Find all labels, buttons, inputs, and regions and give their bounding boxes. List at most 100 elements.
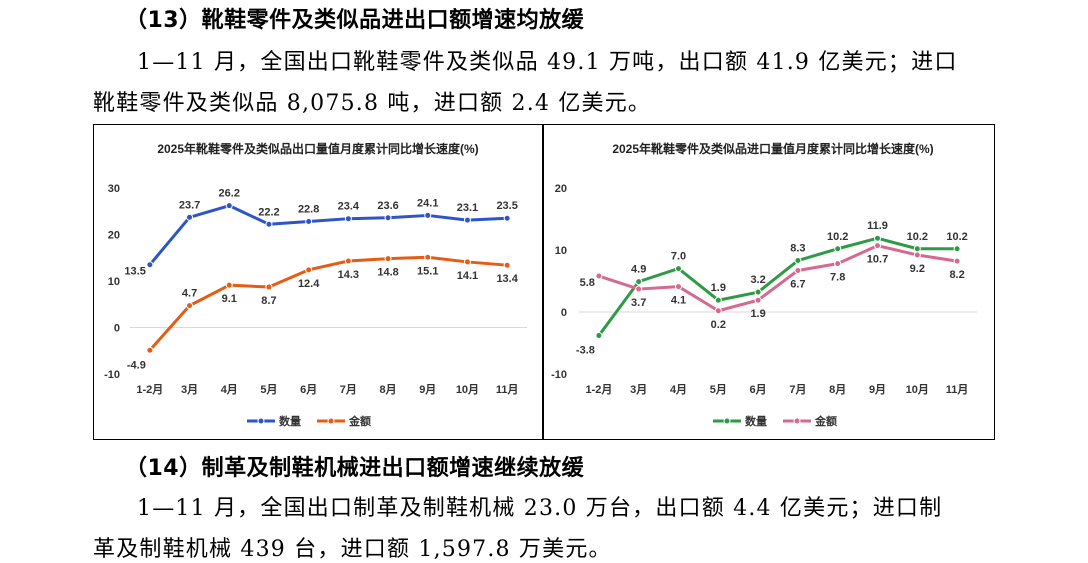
legend-label-quantity: 数量 bbox=[745, 414, 767, 428]
data-point-quantity bbox=[754, 288, 762, 296]
x-tick-label: 9月 bbox=[419, 383, 436, 396]
x-tick-label: 7月 bbox=[340, 383, 357, 396]
data-label-amount: 8.7 bbox=[261, 295, 276, 307]
charts-divider bbox=[542, 124, 544, 440]
series-line-amount bbox=[598, 244, 958, 313]
section-13-paragraph-line-1: 1—11 月，全国出口靴鞋零件及类似品 49.1 万吨，出口额 41.9 亿美元… bbox=[137, 50, 958, 75]
data-label-quantity: 23.4 bbox=[338, 201, 360, 213]
data-point-quantity bbox=[675, 265, 682, 273]
data-point-amount bbox=[595, 272, 603, 280]
x-tick-label: 11月 bbox=[946, 383, 969, 396]
data-label-amount: 14.8 bbox=[377, 267, 398, 279]
legend-label-amount: 金额 bbox=[348, 414, 371, 428]
data-point-quantity bbox=[794, 257, 802, 265]
y-tick-label: 10 bbox=[555, 245, 567, 257]
x-tick-label: 6月 bbox=[300, 383, 317, 396]
y-tick-label: 20 bbox=[108, 230, 120, 242]
data-label-amount: 9.2 bbox=[910, 263, 925, 275]
y-tick-label: 30 bbox=[108, 183, 120, 195]
data-point-quantity bbox=[635, 278, 643, 286]
data-point-amount bbox=[146, 346, 154, 354]
section-13-heading: （13）靴鞋零件及类似品进出口额增速均放缓 bbox=[125, 8, 585, 33]
y-tick-label: 0 bbox=[561, 307, 567, 319]
legend-marker-amount bbox=[793, 417, 801, 425]
x-tick-label: 5月 bbox=[260, 383, 277, 396]
legend-label-quantity: 数量 bbox=[279, 414, 301, 428]
section-14-paragraph-line-2: 革及制鞋机械 439 台，进口额 1,597.8 万美元。 bbox=[93, 537, 612, 562]
data-label-quantity: 11.9 bbox=[867, 220, 888, 232]
data-label-amount: 6.7 bbox=[790, 278, 805, 290]
chart-title: 2025年靴鞋零件及类似品出口量值月度累计同比增长速度(%) bbox=[157, 141, 478, 156]
y-tick-label: 10 bbox=[108, 276, 120, 288]
legend-marker-quantity bbox=[257, 417, 265, 425]
section-13-paragraph-line-2: 靴鞋零件及类似品 8,075.8 吨，进口额 2.4 亿美元。 bbox=[93, 91, 652, 116]
data-point-amount bbox=[635, 285, 643, 293]
data-point-quantity bbox=[146, 261, 154, 269]
data-label-amount: 0.2 bbox=[711, 319, 726, 331]
data-label-quantity: 7.0 bbox=[671, 251, 686, 263]
data-label-amount: 14.3 bbox=[338, 269, 359, 281]
x-tick-label: 10月 bbox=[456, 383, 479, 396]
data-label-amount: 8.2 bbox=[949, 269, 964, 281]
data-label-quantity: 24.1 bbox=[417, 197, 438, 209]
data-point-amount bbox=[794, 266, 802, 274]
y-tick-label: 0 bbox=[114, 323, 120, 335]
chart-title: 2025年靴鞋零件及类似品进口量值月度累计同比增长速度(%) bbox=[612, 141, 933, 156]
data-point-amount bbox=[874, 242, 881, 250]
data-point-quantity bbox=[714, 296, 722, 304]
data-point-amount bbox=[225, 281, 233, 289]
data-label-amount: 10.7 bbox=[867, 254, 888, 266]
charts-frame bbox=[93, 124, 995, 440]
export-growth-chart: 2025年靴鞋零件及类似品出口量值月度累计同比增长速度(%) 30 20 10 0 -10… bbox=[104, 141, 527, 428]
y-tick-label: -10 bbox=[104, 369, 120, 381]
data-label-amount: 7.8 bbox=[830, 272, 845, 284]
data-point-amount bbox=[953, 257, 961, 265]
data-label-quantity: 23.5 bbox=[496, 200, 517, 212]
data-label-amount: 5.8 bbox=[580, 277, 595, 289]
x-tick-label: 10月 bbox=[906, 383, 929, 396]
data-point-amount bbox=[424, 253, 432, 261]
x-tick-label: 6月 bbox=[750, 383, 767, 396]
data-label-amount: 4.1 bbox=[671, 295, 686, 307]
data-point-quantity bbox=[384, 214, 392, 222]
x-tick-label: 4月 bbox=[221, 383, 238, 396]
data-point-amount bbox=[675, 283, 682, 291]
data-point-quantity bbox=[305, 217, 313, 225]
import-growth-chart: 2025年靴鞋零件及类似品进口量值月度累计同比增长速度(%) 20 10 0 -10 1-… bbox=[551, 141, 977, 428]
data-label-amount: -4.9 bbox=[127, 359, 146, 371]
y-tick-label: -10 bbox=[551, 369, 567, 381]
data-label-amount: 15.1 bbox=[417, 265, 438, 277]
data-label-amount: 1.9 bbox=[750, 308, 765, 320]
x-tick-label: 8月 bbox=[379, 383, 396, 396]
data-label-quantity: 13.5 bbox=[124, 266, 145, 278]
data-point-quantity bbox=[344, 215, 352, 223]
x-tick-label: 8月 bbox=[829, 383, 846, 396]
x-tick-label: 5月 bbox=[710, 383, 727, 396]
section-14-heading: （14）制革及制鞋机械进出口额增速继续放缓 bbox=[125, 456, 585, 481]
data-label-amount: 12.4 bbox=[298, 278, 320, 290]
data-label-amount: 14.1 bbox=[457, 270, 478, 282]
data-point-quantity bbox=[503, 214, 511, 222]
data-point-amount bbox=[344, 257, 352, 265]
data-label-quantity: 26.2 bbox=[219, 188, 240, 200]
data-point-amount bbox=[834, 260, 842, 268]
data-label-quantity: 23.6 bbox=[377, 200, 398, 212]
data-point-quantity bbox=[424, 211, 432, 219]
data-label-quantity: 23.7 bbox=[179, 199, 200, 211]
data-label-quantity: 22.8 bbox=[298, 203, 319, 215]
legend-marker-quantity bbox=[723, 417, 731, 425]
data-point-amount bbox=[754, 296, 762, 304]
data-label-amount: 3.7 bbox=[631, 297, 646, 309]
x-tick-label: 9月 bbox=[869, 383, 886, 396]
data-label-quantity: 8.3 bbox=[790, 243, 805, 255]
data-label-quantity: 3.2 bbox=[750, 274, 765, 286]
data-label-quantity: 10.2 bbox=[946, 231, 967, 243]
x-tick-label: 1-2月 bbox=[136, 383, 163, 396]
series-line-quantity bbox=[148, 204, 508, 266]
legend-label-amount: 金额 bbox=[814, 414, 837, 428]
data-point-quantity bbox=[463, 216, 471, 224]
x-tick-label: 3月 bbox=[630, 383, 647, 396]
data-label-quantity: 23.1 bbox=[457, 202, 478, 214]
x-tick-label: 7月 bbox=[789, 383, 806, 396]
x-tick-label: 1-2月 bbox=[585, 383, 612, 396]
